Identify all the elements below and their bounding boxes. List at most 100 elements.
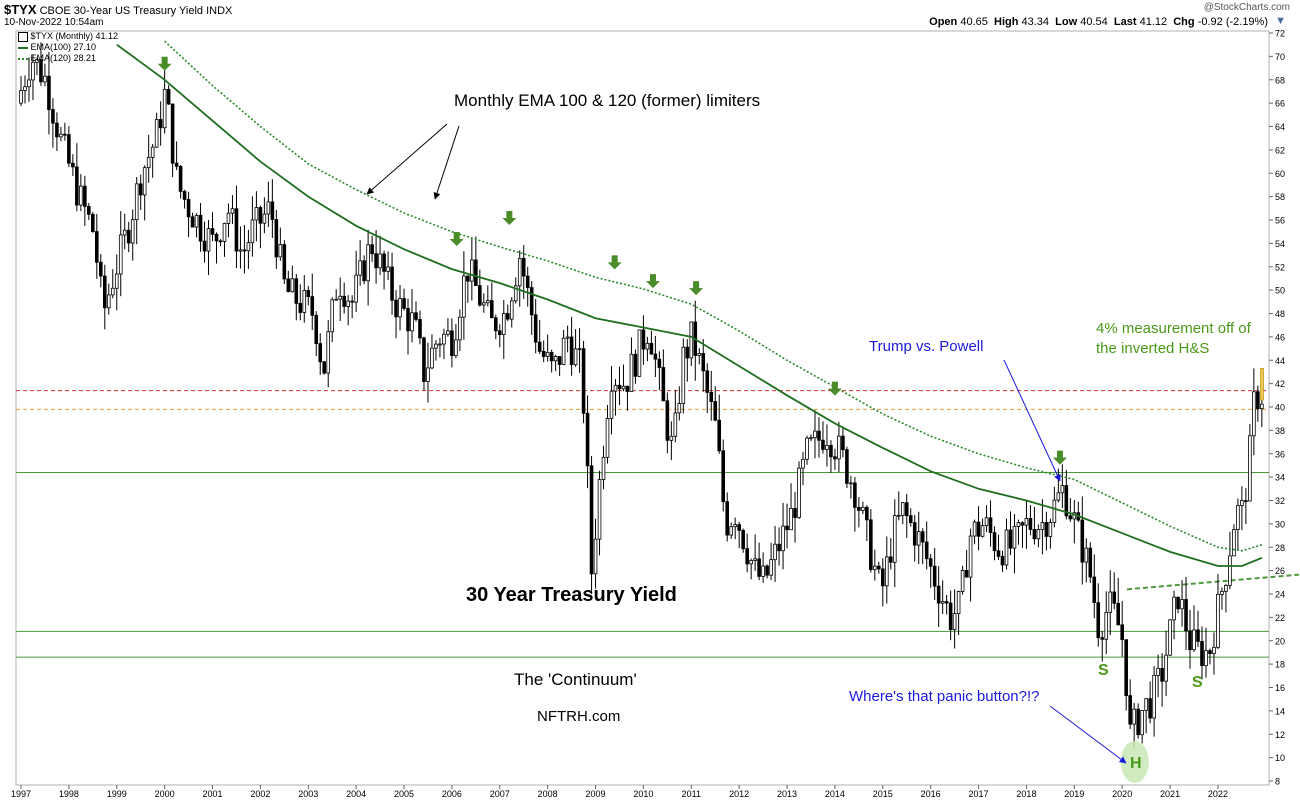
candle-body [198, 214, 203, 242]
candle-body [302, 290, 307, 313]
candle-body [1188, 630, 1192, 651]
candle-body [39, 59, 43, 83]
y-tick-label: 38 [1275, 426, 1285, 436]
candle-body [1108, 591, 1113, 613]
candle-body [605, 418, 610, 458]
y-tick-label: 22 [1275, 613, 1285, 623]
x-tick-label: 2015 [873, 789, 893, 799]
candle-body [142, 167, 147, 196]
candle-body [438, 343, 442, 346]
candle-body [884, 556, 889, 587]
candle-body [1136, 708, 1140, 736]
y-tick-label: 64 [1275, 122, 1285, 132]
legend-ema120: EMA(120) 28.21 [18, 53, 96, 63]
candle-body [769, 559, 773, 576]
resistance-arrow-icon [827, 381, 842, 396]
candle-body [43, 75, 47, 83]
candle-body [314, 314, 319, 345]
candle-body [589, 465, 594, 575]
candle-body [426, 367, 430, 382]
candle-body [186, 198, 191, 218]
candle-body [258, 207, 263, 224]
candle-body [282, 244, 287, 280]
candle-body [849, 482, 853, 485]
candle-body [932, 565, 937, 587]
candle-body [952, 613, 957, 631]
candle-body [1012, 525, 1017, 549]
watermark: @StockCharts.com [1203, 2, 1290, 13]
candle-body [83, 185, 87, 207]
candle-body [1156, 667, 1160, 676]
y-tick-label: 50 [1275, 286, 1285, 296]
candle-body [370, 244, 374, 255]
measurement-note-1: 4% measurement off of [1096, 320, 1251, 337]
arrow-layer: H [157, 56, 1149, 783]
continuum-label: The 'Continuum' [514, 670, 637, 689]
candle-body [681, 346, 686, 404]
candle-body [79, 185, 83, 206]
x-tick-label: 2014 [825, 789, 845, 799]
candle-body [87, 206, 91, 215]
candle-body [306, 290, 311, 298]
candle-body [462, 275, 466, 318]
y-tick-label: 14 [1275, 706, 1285, 716]
candle-body [697, 353, 702, 356]
candle-body [1000, 555, 1005, 566]
chart-title: 30 Year Treasury Yield [466, 584, 677, 606]
quote-line: Open 40.65 High 43.34 Low 40.54 Last 41.… [929, 16, 1268, 28]
candle-body [553, 356, 558, 362]
candle-body [338, 295, 342, 300]
y-tick-label: 60 [1275, 169, 1285, 179]
candle-body [75, 166, 79, 206]
candle-body [1216, 593, 1220, 648]
candle-body [661, 367, 666, 402]
candle-body [709, 391, 714, 402]
candle-body [873, 565, 877, 571]
candle-body [382, 253, 386, 272]
candle-body [745, 548, 749, 565]
candle-body [1252, 391, 1256, 437]
x-tick-label: 2007 [490, 789, 510, 799]
candle-body [805, 437, 809, 460]
candle-body [150, 146, 155, 158]
legend-main: $TYX (Monthly) 41.12 [18, 31, 118, 42]
candle-body [581, 348, 586, 414]
candle-body [138, 183, 143, 196]
candle-body [106, 294, 111, 309]
candle-body [202, 240, 207, 252]
y-tick-label: 36 [1275, 449, 1285, 459]
candle-body [992, 532, 997, 552]
candle-body [593, 538, 598, 575]
candle-body [936, 585, 941, 604]
candle-body [226, 212, 231, 224]
candle-body [517, 257, 522, 287]
candle-body [478, 285, 482, 306]
candle-body [1056, 492, 1061, 501]
candle-body [174, 162, 179, 167]
candle-body [1228, 555, 1232, 586]
candle-body [354, 274, 358, 303]
x-tick-label: 2001 [202, 789, 222, 799]
candle-body [110, 287, 115, 296]
candle-body [637, 329, 642, 377]
candle-body [35, 59, 39, 63]
candle-body [569, 336, 574, 366]
candle-body [230, 208, 235, 214]
candle-body [490, 300, 494, 319]
x-tick-label: 1998 [59, 789, 79, 799]
candle-body [904, 502, 909, 517]
candle-body [765, 565, 769, 576]
candle-body [358, 260, 362, 276]
candle-body [1036, 529, 1041, 540]
exchange: INDX [206, 5, 233, 17]
candle-body [1080, 519, 1085, 563]
last-value: 41.12 [1139, 16, 1168, 28]
candle-body [1152, 675, 1156, 719]
timestamp: 10-Nov-2022 10:54am [4, 17, 104, 28]
candle-body [99, 261, 103, 277]
candle-body [713, 401, 718, 421]
x-tick-label: 2016 [921, 789, 941, 799]
chevron-down-icon[interactable]: ▼ [1275, 15, 1286, 27]
candle-body [1028, 518, 1033, 530]
candle-body [166, 88, 171, 105]
